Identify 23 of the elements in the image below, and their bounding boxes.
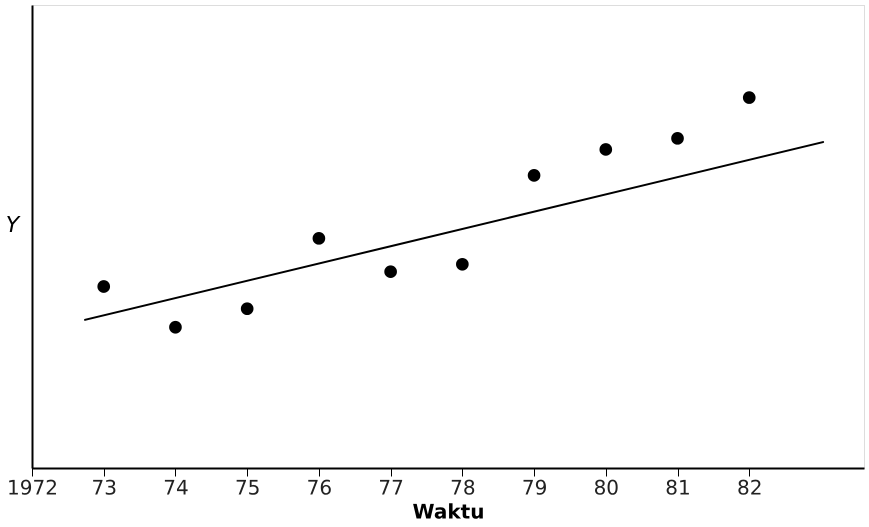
x-tick-label: 73 xyxy=(92,476,117,500)
point xyxy=(599,143,612,156)
point xyxy=(169,320,182,334)
point xyxy=(97,280,110,293)
x-tick-label: 80 xyxy=(594,476,620,500)
point xyxy=(671,132,684,145)
point xyxy=(240,302,254,316)
x-tick-label: 79 xyxy=(522,476,548,500)
point xyxy=(384,265,397,278)
point xyxy=(528,169,540,182)
x-axis-title: Waktu xyxy=(412,500,484,524)
x-tick-label: 82 xyxy=(737,476,762,500)
x-tick-label: 77 xyxy=(378,476,404,500)
x-tick-label: 1972 xyxy=(7,476,58,500)
point xyxy=(742,91,756,104)
x-tick-label: 78 xyxy=(450,476,476,500)
point xyxy=(312,232,326,245)
x-tick-label: 81 xyxy=(665,476,691,500)
point xyxy=(456,258,469,271)
y-axis-title: Y xyxy=(6,213,21,238)
x-tick-label: 75 xyxy=(234,476,260,500)
x-tick-label: 76 xyxy=(306,476,332,500)
x-tick-label: 74 xyxy=(163,476,189,500)
